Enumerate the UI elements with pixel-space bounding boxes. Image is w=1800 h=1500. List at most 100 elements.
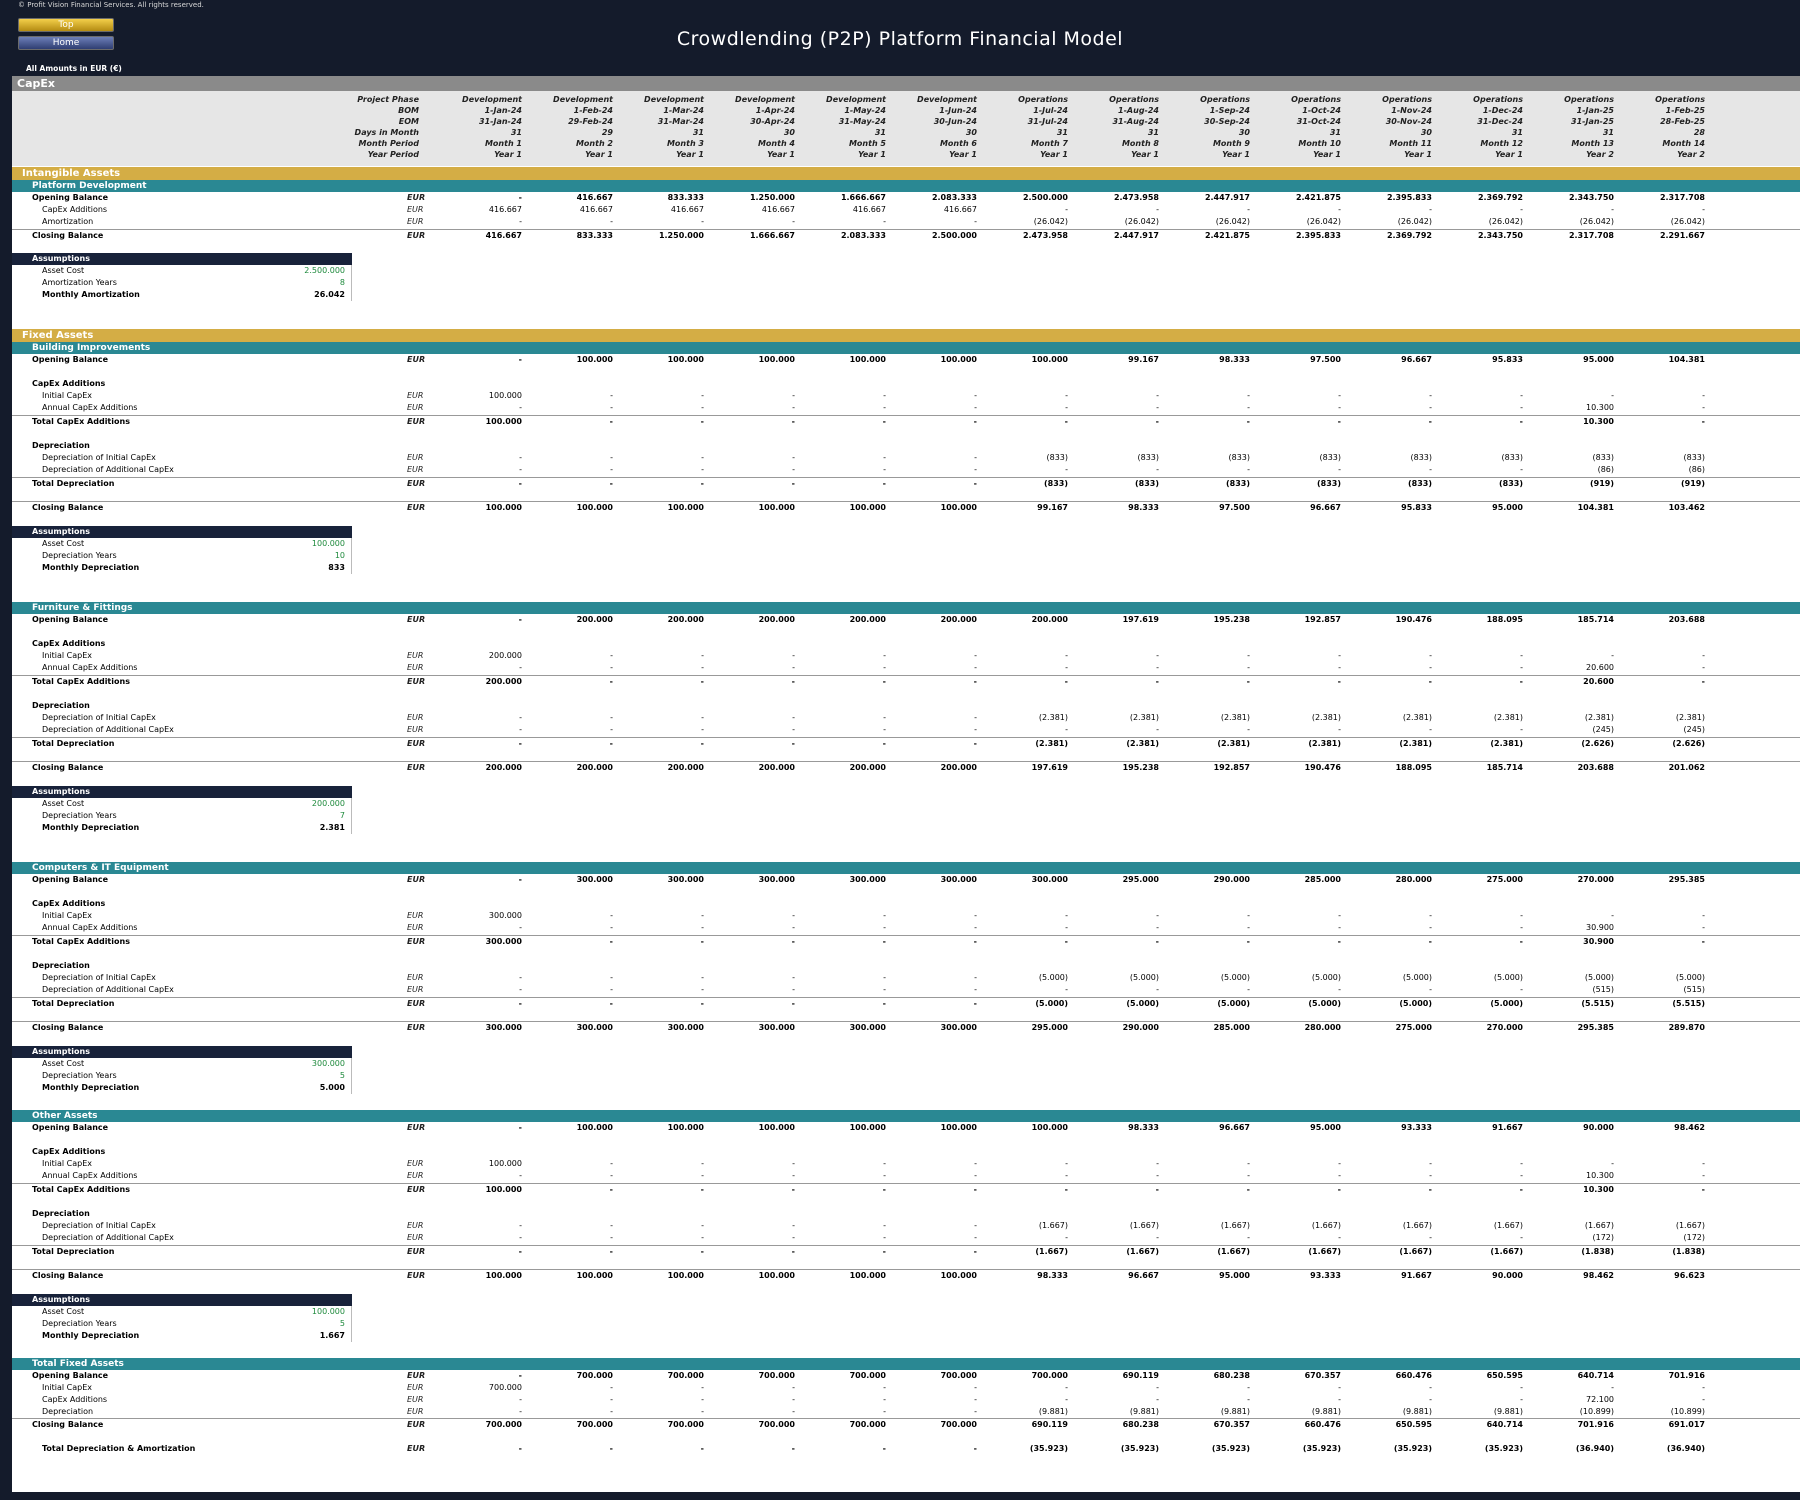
timeline-cell: Development (462, 95, 522, 104)
value-cell: 2.395.833 (1295, 231, 1341, 240)
value-cell: - (519, 1395, 522, 1404)
section-fixed-assets: Fixed Assets (12, 329, 1800, 342)
value-cell: 185.714 (1577, 615, 1614, 624)
assumption-value[interactable]: 5.000 (319, 1083, 345, 1092)
top-button[interactable]: Top (18, 18, 114, 32)
timeline-cell: 1-Dec-24 (1482, 106, 1523, 115)
value-cell: 190.476 (1304, 763, 1341, 772)
value-cell: - (1156, 725, 1159, 734)
assumptions-box: Assumptions Asset Cost 200.000 Depreciation… (12, 786, 352, 834)
row-label: Depreciation of Additional CapEx (42, 1233, 174, 1242)
value-cell: 660.476 (1395, 1371, 1432, 1380)
value-cell: - (701, 911, 704, 920)
value-cell: - (519, 725, 522, 734)
value-cell: - (973, 937, 977, 946)
value-cell: (2.381) (1402, 713, 1432, 722)
value-cell: - (882, 1185, 886, 1194)
value-cell: - (1702, 403, 1705, 412)
value-cell: - (1429, 465, 1432, 474)
value-cell: - (701, 1233, 704, 1242)
table-row: CapEx Additions (12, 1146, 1800, 1158)
value-cell: 97.500 (1310, 355, 1341, 364)
value-cell: - (883, 1159, 886, 1168)
value-cell: 100.000 (940, 355, 977, 364)
value-cell: (5.000) (1217, 999, 1250, 1008)
assumption-value[interactable]: 2.381 (319, 823, 345, 832)
assumption-value[interactable]: 2.500.000 (304, 266, 345, 275)
assumption-value[interactable]: 5 (339, 1319, 345, 1328)
table-row: Opening Balance EUR - 100.000 100.000 100.000… (12, 1122, 1800, 1134)
value-cell: 700.000 (576, 1371, 613, 1380)
assumption-value[interactable]: 100.000 (311, 539, 345, 548)
value-cell: - (701, 1407, 704, 1416)
assumption-value[interactable]: 10 (334, 551, 345, 560)
value-cell: (5.000) (1220, 973, 1250, 982)
timeline-cell: 31 (1602, 128, 1614, 137)
assumption-value[interactable]: 200.000 (311, 799, 345, 808)
unit-label: EUR (407, 1221, 424, 1230)
timeline-cell: 30-Apr-24 (750, 117, 795, 126)
value-cell: - (1520, 923, 1523, 932)
value-cell: 2.421.875 (1204, 231, 1250, 240)
timeline-label: Month Period (358, 139, 419, 148)
timeline-cell: Development (826, 95, 886, 104)
assumptions-box: Assumptions Asset Cost 2.500.000 Amortizati… (12, 253, 352, 301)
value-cell: 660.476 (1304, 1420, 1341, 1429)
assumption-value[interactable]: 5 (339, 1071, 345, 1080)
value-cell: (10.899) (1579, 1407, 1614, 1416)
timeline-cell: 31-Dec-24 (1477, 117, 1523, 126)
value-cell: 1.250.000 (749, 193, 795, 202)
value-cell: 1.250.000 (658, 231, 704, 240)
value-cell: (5.515) (1581, 999, 1614, 1008)
value-cell: - (1338, 1159, 1341, 1168)
value-cell: 650.595 (1486, 1371, 1523, 1380)
timeline-cell: Year 1 (1222, 150, 1250, 159)
table-row: CapEx Additions EUR - - - - - - - - - - - - 72.100 - (12, 1394, 1800, 1406)
assumption-value[interactable]: 8 (339, 278, 345, 287)
value-cell: 300.000 (849, 875, 886, 884)
home-button[interactable]: Home (18, 36, 114, 50)
value-cell: 416.667 (488, 205, 522, 214)
value-cell: - (701, 713, 704, 722)
value-cell: 72.100 (1586, 1395, 1614, 1404)
value-cell: (515) (1683, 985, 1705, 994)
timeline-cell: 1-Oct-24 (1302, 106, 1341, 115)
value-cell: - (974, 973, 977, 982)
value-cell: - (701, 1159, 704, 1168)
assumption-value[interactable]: 100.000 (311, 1307, 345, 1316)
assumption-row: Asset Cost 100.000 (12, 538, 352, 550)
value-cell: - (791, 479, 795, 488)
timeline-cell: 1-Jan-24 (484, 106, 522, 115)
assumption-value[interactable]: 7 (339, 811, 345, 820)
value-cell: - (1247, 465, 1250, 474)
assumption-value[interactable]: 300.000 (311, 1059, 345, 1068)
value-cell: (515) (1592, 985, 1614, 994)
unit-label: EUR (407, 1023, 426, 1032)
value-cell: 100.000 (576, 1271, 613, 1280)
value-cell: 200.000 (758, 615, 795, 624)
value-cell: - (1247, 1395, 1250, 1404)
assumption-row: Depreciation Years 5 (12, 1070, 352, 1082)
value-cell: 2.473.958 (1113, 193, 1159, 202)
value-cell: - (1520, 911, 1523, 920)
assumption-row: Amortization Years 8 (12, 277, 352, 289)
value-cell: - (792, 391, 795, 400)
value-cell: - (1156, 1383, 1159, 1392)
assumption-value[interactable]: 26.042 (314, 290, 345, 299)
value-cell: - (1519, 1185, 1523, 1194)
table-row: Depreciation of Additional CapEx EUR - - - - -… (12, 984, 1800, 996)
assumption-value[interactable]: 1.667 (319, 1331, 345, 1340)
value-cell: - (974, 403, 977, 412)
value-cell: - (792, 1395, 795, 1404)
row-label: CapEx Additions (32, 639, 106, 648)
value-cell: (5.515) (1672, 999, 1705, 1008)
unit-label: EUR (407, 1271, 426, 1280)
value-cell: (1.667) (1308, 1247, 1341, 1256)
value-cell: (2.381) (1220, 713, 1250, 722)
value-cell: 295.385 (1668, 875, 1705, 884)
value-cell: (2.626) (1581, 739, 1614, 748)
value-cell: (1.838) (1672, 1247, 1705, 1256)
sheet-title: CapEx (12, 76, 1800, 91)
assumption-value[interactable]: 833 (328, 563, 345, 572)
value-cell: - (1519, 417, 1523, 426)
